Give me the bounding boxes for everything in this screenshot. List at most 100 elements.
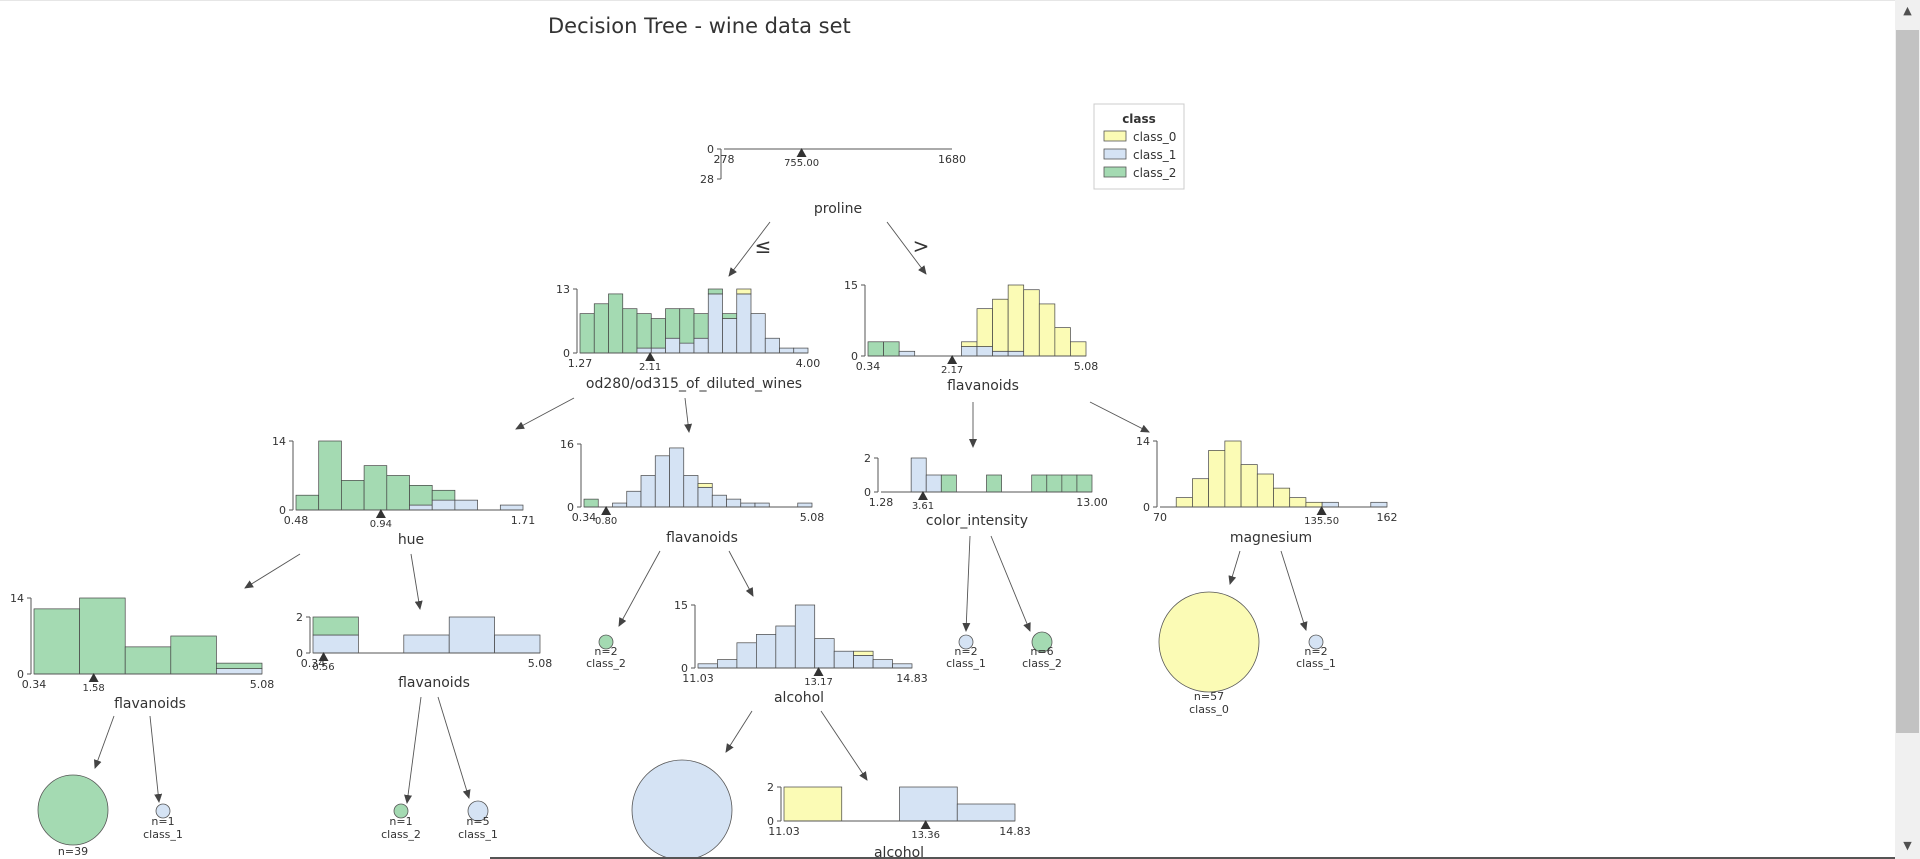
leaf-circle [1308,634,1324,650]
scroll-up-arrow-icon[interactable]: ▲ [1903,4,1912,17]
split-marker [920,820,931,829]
scroll-down-arrow-icon[interactable]: ▼ [1903,839,1912,852]
split-marker [1316,506,1327,515]
x-max-label: 5.08 [528,657,553,670]
x-min-label: 70 [1153,511,1167,524]
x-max-label: 1680 [938,153,966,166]
y-max-label: 14 [272,435,286,448]
y-min-label: 0 [864,486,871,499]
leaf-circle [958,634,974,650]
y-min-label: 0 [767,815,774,828]
leaf-class-label: class_1 [1296,657,1336,670]
histogram-bar [764,337,780,354]
y-min-label: 0 [296,647,303,660]
histogram-bar [454,499,478,511]
histogram-bar [756,634,777,669]
histogram-bar [853,655,874,669]
x-min-label: 11.03 [682,672,714,685]
node-n4: 16 00.34 5.08 0.80 flavanoids [560,438,824,546]
edge-arrow [93,715,115,769]
leaf-class-label: class_1 [143,828,183,841]
edge-arrow [437,696,471,799]
leaf-circle [598,634,614,650]
histogram-bar [1023,289,1040,357]
node-n7: 14 00.34 5.08 1.58 flavanoids [10,592,274,712]
histogram-bar [793,347,809,354]
histogram-bar [431,489,456,501]
x-min-label: 0.48 [284,514,309,527]
edge-arrow [886,221,927,275]
histogram-bar [665,308,681,339]
histogram-bar [1054,327,1071,357]
x-max-label: 5.08 [1074,360,1099,373]
histogram-bar [736,288,752,295]
leaf-count-label: n=1 [151,815,174,828]
edge-arrow [1228,550,1241,585]
y-min-label: 0 [567,501,574,514]
histogram-bar [1321,501,1339,508]
histogram-bar [1370,501,1388,508]
feature-label: color_intensity [926,513,1028,529]
histogram-bar [448,616,495,654]
histogram-bar [736,293,752,354]
node-n10: 2 011.03 14.83 13.36 alcohol [767,781,1031,859]
histogram-bar [961,346,978,357]
histogram-bar [1038,303,1056,357]
histogram-bar [1175,497,1193,508]
legend-label: class_2 [1133,166,1176,180]
leaf-count-label: n=6 [1030,645,1053,658]
histogram-bar [797,502,813,508]
scroll-thumb[interactable] [1896,30,1919,733]
histogram-bar [1208,450,1226,508]
histogram-bar [697,483,713,488]
histogram-bar [669,447,685,508]
histogram-bar [640,475,656,508]
histogram-bar [899,786,958,822]
histogram-bar [403,634,450,654]
edge-arrow [404,696,422,804]
y-min-label: 0 [681,662,688,675]
histogram-bar [707,293,723,354]
feature-label: flavanoids [114,696,186,712]
histogram-bar [170,635,217,675]
x-max-label: 162 [1377,511,1398,524]
vertical-scrollbar[interactable]: ▲ ▼ [1895,0,1920,859]
feature-label: od280/od315_of_diluted_wines [586,376,802,392]
leaf-count-label: n=2 [594,645,617,658]
histogram-bar [794,604,816,669]
split-value-label: 13.17 [804,677,833,688]
histogram-bar [216,662,263,669]
histogram-bar [754,502,770,508]
edge-arrow [962,535,971,632]
histogram-bar [312,616,359,636]
histogram-bar [1007,350,1025,357]
legend-swatch [1103,166,1127,178]
histogram-bar [707,288,723,295]
legend-swatch [1103,130,1127,142]
top-border [0,0,1895,1]
split-marker [375,509,386,518]
histogram-bar [1192,478,1209,508]
histogram-bar [726,498,742,508]
leaves: n=2class_2n=2class_1n=6class_2n=57class_… [37,591,1336,859]
edge-label-left: ≤ [755,234,772,258]
histogram-bar [992,298,1009,352]
histogram-bar [1076,474,1093,493]
histogram-bar [775,625,796,669]
node-n1: 13 01.27 4.00 2.11 od280/od315_of_diluted_wi… [556,283,820,392]
edge-arrow [618,550,661,627]
edge-arrow [820,710,868,781]
leaf-class-label: class_2 [1022,657,1062,670]
chart-title: Decision Tree - wine data set [548,14,851,38]
histogram-bar [814,638,835,669]
x-max-label: 5.08 [250,678,275,691]
histogram-bar [409,504,433,511]
y-min-label: 0 [563,347,570,360]
split-value-label: 2.17 [941,365,963,376]
histogram-bar [636,347,652,354]
histogram-bar [608,293,624,354]
